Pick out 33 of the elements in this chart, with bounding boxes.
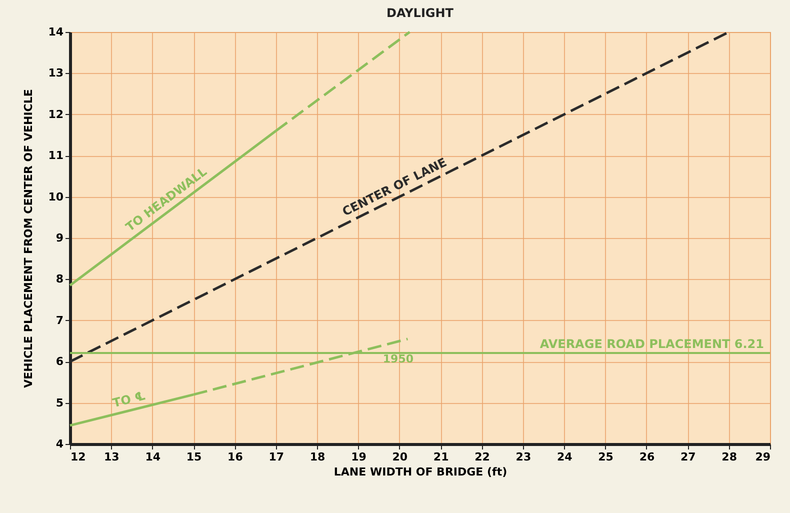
y-tick-label: 13 — [48, 66, 64, 80]
y-tick-label: 7 — [56, 314, 64, 327]
x-tick-label: 29 — [755, 450, 770, 464]
x-tick-label: 26 — [639, 450, 655, 464]
y-tick-label: 9 — [56, 232, 64, 244]
y-tick-label: 12 — [48, 108, 64, 121]
y-tick-label: 11 — [48, 149, 64, 162]
x-tick-label: 19 — [351, 450, 366, 464]
x-tick-label: 23 — [516, 450, 532, 464]
x-tick-label: 16 — [228, 450, 244, 464]
x-tick-label: 17 — [268, 450, 284, 464]
y-tick-label: 8 — [56, 272, 64, 286]
x-tick-label: 25 — [598, 450, 614, 464]
x-tick-label: 13 — [104, 450, 120, 464]
x-tick-label: 20 — [392, 450, 408, 464]
y-axis-title: VEHICLE PLACEMENT FROM CENTER OF VEHICLE — [22, 89, 36, 388]
x-tick-label: 15 — [186, 450, 202, 464]
x-tick-label: 28 — [722, 450, 737, 464]
y-tick-label: 5 — [56, 396, 64, 410]
y-tick-label: 6 — [56, 355, 64, 368]
x-axis-title: LANE WIDTH OF BRIDGE (ft) — [334, 466, 508, 478]
x-tick-label: 22 — [474, 450, 490, 464]
x-tick-label: 18 — [310, 450, 326, 464]
y-tick-label: 10 — [48, 190, 64, 204]
x-tick-label: 12 — [70, 450, 86, 464]
x-tick-label: 21 — [433, 450, 449, 464]
chart-title: DAYLIGHT — [386, 6, 454, 20]
x-tick-label: 27 — [680, 450, 696, 464]
x-tick-label: 24 — [556, 450, 573, 464]
y-tick-label: 14 — [48, 26, 64, 38]
x-tick-label: 14 — [145, 450, 161, 464]
text: TO ℄ — [111, 388, 147, 410]
y-tick-label: 4 — [56, 438, 64, 450]
